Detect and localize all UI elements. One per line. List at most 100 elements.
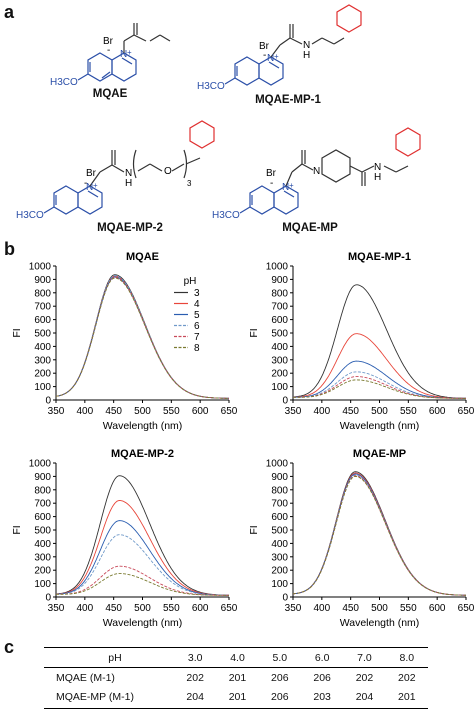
x-tick-label: 500 <box>134 406 151 417</box>
y-tick-label: 0 <box>282 593 288 604</box>
y-tick-label: 400 <box>271 342 288 353</box>
mp2-minus: - <box>84 178 87 189</box>
y-tick-label: 900 <box>34 472 51 483</box>
mp2-plus: + <box>93 181 98 190</box>
y-tick-label: 600 <box>34 512 51 523</box>
x-tick-label: 650 <box>221 406 237 417</box>
x-tick-label: 600 <box>429 603 446 614</box>
table-row-label: MQAE (M-1) <box>56 671 115 684</box>
mp-amide-n: N <box>374 162 381 173</box>
series-line-ph-8 <box>55 277 229 399</box>
mqae-plus: + <box>127 48 132 57</box>
mqae-mp-structure <box>239 127 421 215</box>
chart-mqae-mp-2: MQAE-MP-2 0 100 200 300 400 500 600 700 800 900 100… <box>11 448 237 629</box>
mqae-mp-1-name: MQAE-MP-1 <box>255 94 321 106</box>
series-line-ph-5 <box>292 473 467 596</box>
x-tick-label: 650 <box>458 406 474 417</box>
series-line-ph-8 <box>55 573 229 596</box>
mp2-amide-h: H <box>125 178 132 189</box>
panel-label-b: b <box>4 239 15 259</box>
mp-br: Br <box>266 168 277 179</box>
y-tick-label: 800 <box>271 288 288 299</box>
y-tick-label: 700 <box>271 499 288 510</box>
y-tick-label: 100 <box>34 579 51 590</box>
x-tick-label: 600 <box>192 603 209 614</box>
mp1-plus: + <box>274 52 279 61</box>
mqae-mp-2-structure <box>43 120 215 215</box>
series-line-ph-3 <box>292 284 466 399</box>
table-cell: 204 <box>186 690 204 703</box>
series-line-ph-4 <box>55 500 230 596</box>
table-cell: 206 <box>271 690 289 703</box>
table-header-cell: pH <box>44 648 174 668</box>
series-line-ph-5 <box>56 520 229 596</box>
x-axis-label: Wavelength (nm) <box>340 420 420 432</box>
mqae-minus: - <box>107 45 110 56</box>
mqae-n: N <box>120 49 127 60</box>
table-header-cell: 5.0 <box>258 648 301 668</box>
mqae-mp-name: MQAE-MP <box>282 222 338 234</box>
y-tick-label: 900 <box>34 275 51 286</box>
mp2-ether-o: O <box>164 166 172 177</box>
y-tick-label: 100 <box>271 382 288 393</box>
chart-title: MQAE <box>126 251 159 263</box>
x-tick-label: 400 <box>313 406 330 417</box>
mp1-minus: - <box>263 50 266 61</box>
y-tick-label: 300 <box>34 355 51 366</box>
x-tick-label: 500 <box>371 603 388 614</box>
mp-h3co: H3CO <box>212 210 240 221</box>
mp1-br: Br <box>259 41 270 52</box>
table-cell: 204 <box>355 690 374 703</box>
y-axis-label: FI <box>11 328 23 337</box>
legend-label: 3 <box>194 288 200 299</box>
chart-mqae-mp-1: MQAE-MP-1 0 100 200 300 400 500 600 700 800 900 100… <box>248 251 474 432</box>
table-cell: 206 <box>313 671 331 684</box>
x-tick-label: 650 <box>221 603 237 614</box>
series-line-ph-5 <box>293 360 466 399</box>
table-cell: 201 <box>228 671 247 684</box>
x-tick-label: 550 <box>400 603 417 614</box>
series-line-ph-7 <box>292 376 466 399</box>
series-line-ph-6 <box>293 371 467 399</box>
series-line-ph-6 <box>56 534 229 596</box>
chemical-structures: Br - N + H3CO Br - N + H3CO N H Br - N +… <box>16 4 421 221</box>
y-tick-label: 200 <box>34 369 51 380</box>
y-tick-label: 200 <box>271 566 288 577</box>
legend-label: 7 <box>194 332 200 343</box>
x-tick-label: 450 <box>105 603 122 614</box>
table-header-cell: 6.0 <box>300 648 344 668</box>
mp-n: N <box>282 182 289 193</box>
series-line-ph-3 <box>55 274 229 399</box>
series-line-ph-7 <box>56 565 229 596</box>
mp2-amide-n: N <box>125 168 132 179</box>
table-cell: 202 <box>186 671 204 684</box>
chart-title: MQAE-MP-2 <box>111 448 174 460</box>
series-line-ph-4 <box>293 472 467 596</box>
y-tick-label: 700 <box>34 302 51 313</box>
table-cell: 203 <box>313 690 331 703</box>
y-tick-label: 600 <box>271 512 288 523</box>
y-tick-label: 400 <box>271 539 288 550</box>
x-tick-label: 400 <box>313 603 330 614</box>
series-line-ph-6 <box>292 474 467 596</box>
y-tick-label: 0 <box>45 396 51 407</box>
mp1-h3co: H3CO <box>197 81 225 92</box>
y-tick-label: 400 <box>34 342 51 353</box>
y-axis-label: FI <box>11 525 23 534</box>
y-tick-label: 900 <box>271 472 288 483</box>
mqae-structure <box>77 23 171 82</box>
y-tick-label: 100 <box>271 579 288 590</box>
y-tick-label: 0 <box>282 396 288 407</box>
x-tick-label: 450 <box>105 406 122 417</box>
mp1-amide-n: N <box>303 40 310 51</box>
y-tick-label: 400 <box>34 539 51 550</box>
mp2-n: N <box>86 182 93 193</box>
y-tick-label: 900 <box>271 275 288 286</box>
mp2-h3co: H3CO <box>16 210 44 221</box>
x-tick-label: 600 <box>192 406 209 417</box>
series-line-ph-4 <box>293 333 466 399</box>
x-axis-label: Wavelength (nm) <box>340 617 420 629</box>
mqae-br: Br <box>103 36 114 47</box>
table-header-cell: 8.0 <box>385 648 428 668</box>
table-header-cell: 7.0 <box>343 648 386 668</box>
